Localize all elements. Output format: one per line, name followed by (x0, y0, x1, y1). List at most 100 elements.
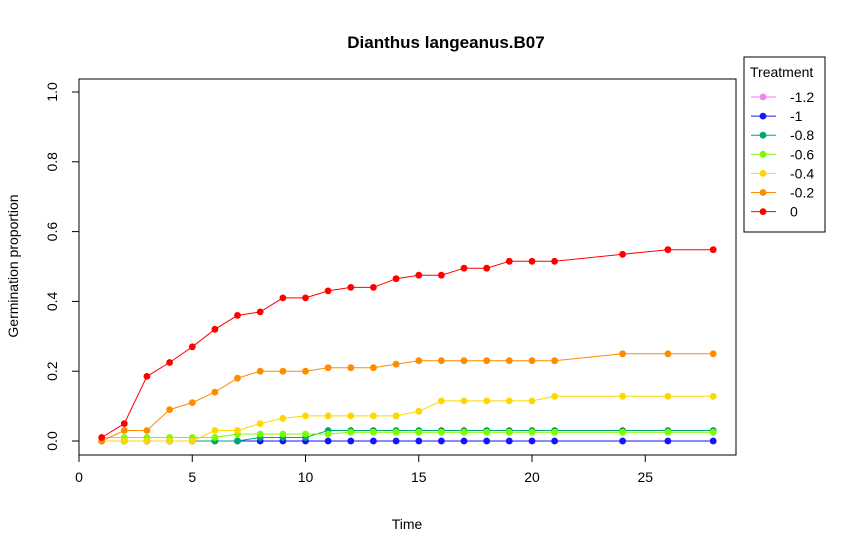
data-point (460, 437, 468, 445)
legend-label: -0.6 (790, 146, 814, 162)
data-point (370, 437, 377, 445)
data-point (392, 412, 400, 420)
data-point (619, 428, 626, 436)
y-tick-label: 0.8 (44, 152, 60, 172)
y-tick-label: 0.0 (44, 431, 60, 451)
data-point (166, 437, 174, 445)
data-point (370, 412, 377, 420)
data-point (392, 428, 400, 436)
data-point (505, 357, 513, 365)
data-point (415, 407, 423, 415)
legend-items: -1.2 -1 -0.8 -0.6 -0.4 -0.2 0 (751, 89, 814, 220)
data-point (256, 420, 264, 427)
series-line (101, 249, 714, 438)
data-point (551, 392, 558, 400)
data-point (619, 392, 626, 400)
x-axis-label: Time (392, 516, 423, 532)
series-line (101, 395, 714, 442)
data-point (211, 388, 219, 396)
data-point (438, 437, 445, 445)
legend-swatch-point (759, 189, 767, 196)
data-point (347, 412, 355, 420)
data-point (324, 430, 332, 438)
legend-label: -0.2 (790, 185, 814, 201)
legend-swatch-point (759, 131, 767, 139)
data-point (234, 437, 241, 445)
data-point (528, 437, 536, 445)
data-point (709, 392, 717, 400)
data-point (256, 367, 264, 375)
data-point (188, 399, 196, 406)
legend-swatch-point (759, 93, 767, 101)
legend-item: 0 (751, 204, 798, 220)
y-tick-label: 1.0 (44, 82, 60, 102)
data-point (709, 350, 717, 358)
data-point (302, 367, 309, 375)
legend: Treatment -1.2 -1 -0.8 -0.6 -0.4 -0.2 0 (743, 56, 826, 233)
data-point (188, 437, 196, 445)
data-point (392, 437, 400, 445)
series-line (101, 431, 714, 438)
x-tick-label: 5 (188, 469, 196, 485)
data-point (505, 437, 513, 445)
data-point (279, 414, 287, 422)
legend-item: -1.2 (751, 89, 814, 105)
data-point (664, 392, 672, 400)
data-point (551, 428, 558, 436)
legend-title: Treatment (750, 64, 813, 80)
x-tick-label: 10 (298, 469, 314, 485)
data-point (709, 246, 717, 254)
data-point (483, 357, 491, 365)
data-point (483, 264, 491, 272)
x-axis: 0 5 10 15 20 25 (75, 454, 653, 485)
data-point (415, 271, 423, 279)
legend-label: -0.8 (790, 127, 814, 143)
data-point (460, 357, 468, 365)
data-point (438, 357, 445, 365)
data-point (279, 294, 287, 302)
data-point (709, 428, 717, 436)
data-point (460, 397, 468, 405)
series-0 (98, 246, 717, 441)
data-point (120, 427, 128, 434)
data-point (120, 420, 128, 427)
data-point (256, 308, 264, 316)
data-point (120, 437, 128, 445)
y-tick-label: 0.6 (44, 222, 60, 242)
legend-swatch-point (759, 112, 767, 120)
y-axis-label: Germination proportion (5, 194, 21, 337)
data-point (619, 350, 626, 358)
data-point (415, 428, 423, 436)
data-point (664, 246, 672, 254)
data-point (302, 412, 309, 420)
legend-label: -1 (790, 108, 803, 124)
data-point (619, 250, 626, 258)
data-point (438, 397, 445, 405)
data-point (392, 275, 400, 283)
data-point (528, 357, 536, 365)
data-point (505, 428, 513, 436)
data-point (211, 434, 219, 441)
data-point (211, 325, 219, 333)
data-point (256, 430, 264, 438)
series--0.4 (98, 392, 717, 445)
data-point (347, 284, 355, 291)
data-point (483, 437, 491, 445)
legend-item: -0.6 (751, 146, 814, 162)
y-axis: 0.0 0.2 0.4 0.6 0.8 1.0 (44, 82, 80, 451)
data-point (415, 437, 423, 445)
y-tick-label: 0.2 (44, 361, 60, 381)
data-point (166, 359, 174, 366)
data-point (188, 343, 196, 351)
data-point (347, 437, 355, 445)
data-point (551, 257, 558, 265)
plot-frame (78, 78, 737, 456)
data-point (279, 430, 287, 438)
legend-swatch-point (759, 208, 767, 216)
x-tick-label: 20 (524, 469, 540, 485)
data-point (166, 406, 174, 413)
data-point (211, 427, 219, 434)
data-point (664, 437, 672, 445)
data-point (98, 434, 106, 441)
